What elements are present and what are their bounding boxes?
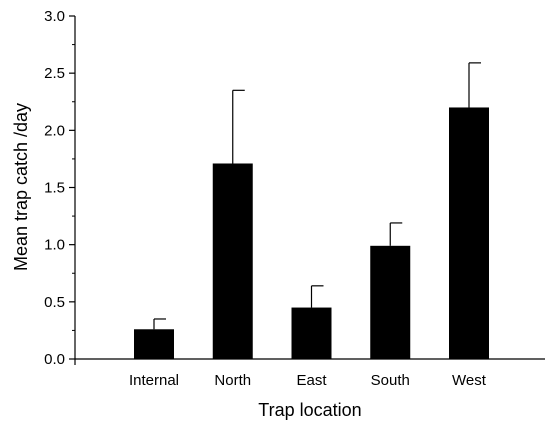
x-tick-label: West [452,372,487,389]
x-tick-label: North [214,372,251,389]
error-bar-north [232,89,245,164]
error-bar-internal [153,318,166,330]
error-bar-east [310,285,324,308]
y-ticks-layer: 0.0 0.5 1.0 1.5 2.0 2.5 3.0 [44,8,75,368]
y-tick-label: 2.5 [44,65,65,82]
bar-south [370,245,411,359]
error-bars-layer [153,62,481,330]
bar-north [212,163,253,359]
x-tick-label: East [296,372,327,389]
y-tick-label: 0.5 [44,294,65,311]
error-bar-south [389,222,403,246]
bar-internal [134,329,174,359]
x-axis-title: Trap location [258,400,361,420]
error-bar-west [468,62,481,108]
y-tick-label: 3.0 [44,8,65,25]
x-tick-label: South [371,372,410,389]
y-axis-title: Mean trap catch /day [11,103,31,271]
y-tick-label: 1.0 [44,237,65,254]
bar-east [291,307,332,359]
y-tick-label: 2.0 [44,122,65,139]
bar-west [449,107,489,359]
x-ticks-layer: Internal North East South West [129,372,487,389]
bars-layer [134,107,489,359]
y-tick-label: 1.5 [44,180,65,197]
x-tick-label: Internal [129,372,179,389]
y-tick-label: 0.0 [44,351,65,368]
